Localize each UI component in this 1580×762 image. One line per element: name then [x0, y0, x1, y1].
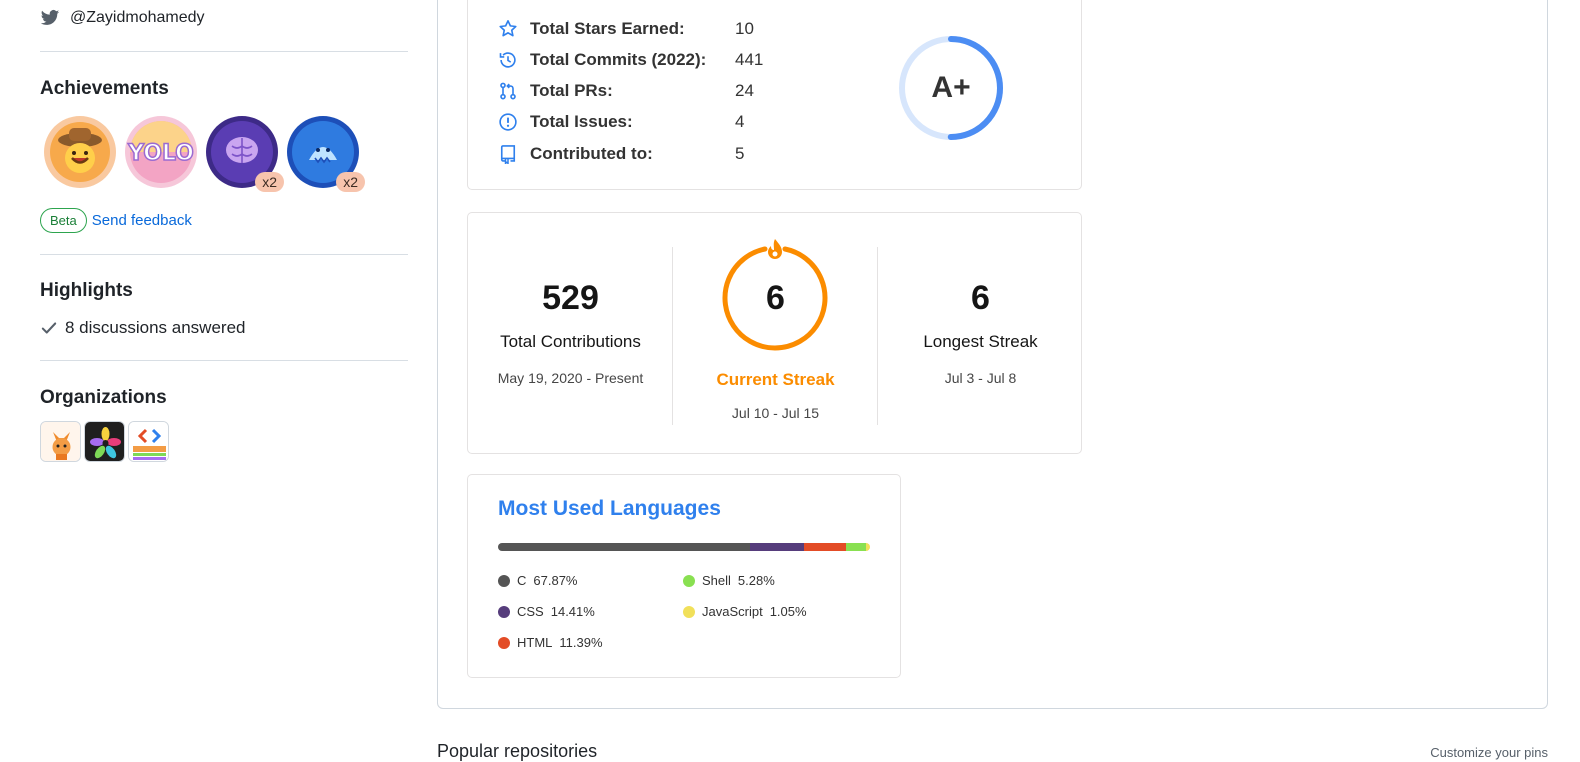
languages-title: Most Used Languages [498, 497, 721, 520]
language-percent: 1.05% [769, 604, 807, 619]
stat-label: Total Stars Earned: [530, 19, 685, 38]
profile-readme [437, 0, 1548, 709]
language-item-html: HTML 11.39% [498, 635, 603, 650]
highlight-label: 8 discussions answered [65, 318, 246, 337]
streak-divider [877, 247, 878, 425]
shark-badge[interactable]: x2 [287, 116, 365, 192]
language-bar [498, 543, 870, 551]
organizations-heading: Organizations [40, 387, 167, 408]
highlight-item: 8 discussions answered [40, 318, 245, 338]
language-name: JavaScript [702, 604, 763, 619]
fox-org-avatar[interactable] [40, 421, 81, 462]
divider [40, 51, 408, 52]
twitter-link[interactable]: @Zayidmohamedy [40, 8, 205, 28]
badge-count: x2 [336, 172, 365, 192]
current-streak-value: 6 [766, 279, 785, 317]
stat-label: Total Issues: [530, 112, 633, 131]
badge-count: x2 [255, 172, 284, 192]
language-name: C [517, 573, 527, 588]
beta-feedback-row: Beta Send feedback [40, 208, 192, 233]
language-percent: 14.41% [550, 604, 595, 619]
total-contributions-label: Total Contributions [500, 332, 641, 351]
language-bar-segment [846, 543, 867, 551]
twitter-handle: @Zayidmohamedy [70, 9, 205, 26]
stat-row: Total Stars Earned: 10 [498, 17, 754, 41]
star-icon [499, 20, 517, 37]
galaxy-brain-badge[interactable]: x2 [206, 116, 284, 192]
achievements-heading[interactable]: Achievements [40, 78, 169, 99]
cowboy-badge[interactable] [44, 116, 116, 188]
github-stats-card: Total Stars Earned: 10 Total Commits (20… [467, 0, 1082, 190]
stat-row: Total Commits (2022): 441 [498, 48, 763, 72]
stat-label: Total PRs: [530, 81, 613, 100]
stat-label: Contributed to: [530, 144, 653, 163]
language-name: Shell [702, 573, 731, 588]
svg-text:YOLO: YOLO [127, 141, 194, 166]
language-name: CSS [517, 604, 544, 619]
language-dot [683, 574, 695, 587]
language-item-javascript: JavaScript 1.05% [683, 604, 807, 619]
grade-ring [899, 36, 1003, 140]
longest-streak-range: Jul 3 - Jul 8 [944, 370, 1017, 386]
language-item-c: C 67.87% [498, 573, 577, 588]
divider [40, 254, 408, 255]
streak-divider [672, 247, 673, 425]
organization-list [40, 421, 169, 462]
top-languages-card: Most Used Languages C 67.87% CSS 14.41% … [467, 474, 901, 678]
stat-value: 4 [735, 112, 745, 131]
star-org-avatar[interactable] [84, 421, 125, 462]
language-bar-segment [498, 543, 751, 551]
send-feedback-link[interactable]: Send feedback [91, 212, 192, 229]
language-dot [498, 574, 510, 587]
stat-row: Total PRs: 24 [498, 79, 754, 103]
zayidtech-org-avatar[interactable] [128, 421, 169, 462]
total-contributions: 529 Total Contributions May 19, 2020 - P… [468, 213, 673, 386]
grade-label: A+ [931, 71, 971, 104]
check-icon [41, 322, 57, 334]
issue-icon [499, 113, 517, 131]
total-contributions-value: 529 [542, 279, 599, 317]
stat-value: 5 [735, 144, 745, 163]
stat-value: 441 [735, 50, 764, 69]
longest-streak-value: 6 [971, 279, 990, 317]
grade-progress-arc [899, 36, 1003, 140]
popular-repositories-heading: Popular repositories [437, 741, 598, 761]
language-dot [498, 605, 510, 618]
current-streak-label: Current Streak [716, 370, 835, 389]
language-dot [498, 636, 510, 649]
streak-stats-card: 529 Total Contributions May 19, 2020 - P… [467, 212, 1082, 454]
longest-streak: 6 Longest Streak Jul 3 - Jul 8 [878, 213, 1083, 386]
fire-icon [768, 239, 782, 259]
twitter-icon [40, 10, 60, 25]
stat-row: Contributed to: 5 [498, 142, 744, 166]
language-item-css: CSS 14.41% [498, 604, 595, 619]
repo-icon [500, 145, 516, 164]
streak-ring [722, 239, 828, 351]
achievement-badges: YOLO x2 x2 [44, 116, 365, 192]
pull-request-icon [500, 82, 516, 100]
customize-pins-link[interactable]: Customize your pins [1430, 745, 1548, 760]
stat-row: Total Issues: 4 [498, 110, 744, 134]
highlights-heading: Highlights [40, 280, 133, 301]
longest-streak-label: Longest Streak [923, 332, 1038, 351]
language-dot [683, 605, 695, 618]
total-contributions-range: May 19, 2020 - Present [497, 370, 644, 386]
beta-label: Beta [40, 208, 87, 233]
language-name: HTML [517, 635, 553, 650]
yolo-badge[interactable]: YOLO [125, 116, 197, 188]
stat-value: 24 [735, 81, 754, 100]
history-icon [499, 52, 516, 68]
language-bar-segment [866, 543, 870, 551]
current-streak-range: Jul 10 - Jul 15 [731, 405, 820, 421]
language-bar-segment [804, 543, 847, 551]
language-percent: 5.28% [737, 573, 775, 588]
language-percent: 67.87% [533, 573, 578, 588]
language-bar-segment [750, 543, 805, 551]
stat-label: Total Commits (2022): [530, 50, 707, 69]
divider [40, 360, 408, 361]
language-item-shell: Shell 5.28% [683, 573, 775, 588]
stat-value: 10 [735, 19, 754, 38]
language-percent: 11.39% [559, 635, 603, 650]
